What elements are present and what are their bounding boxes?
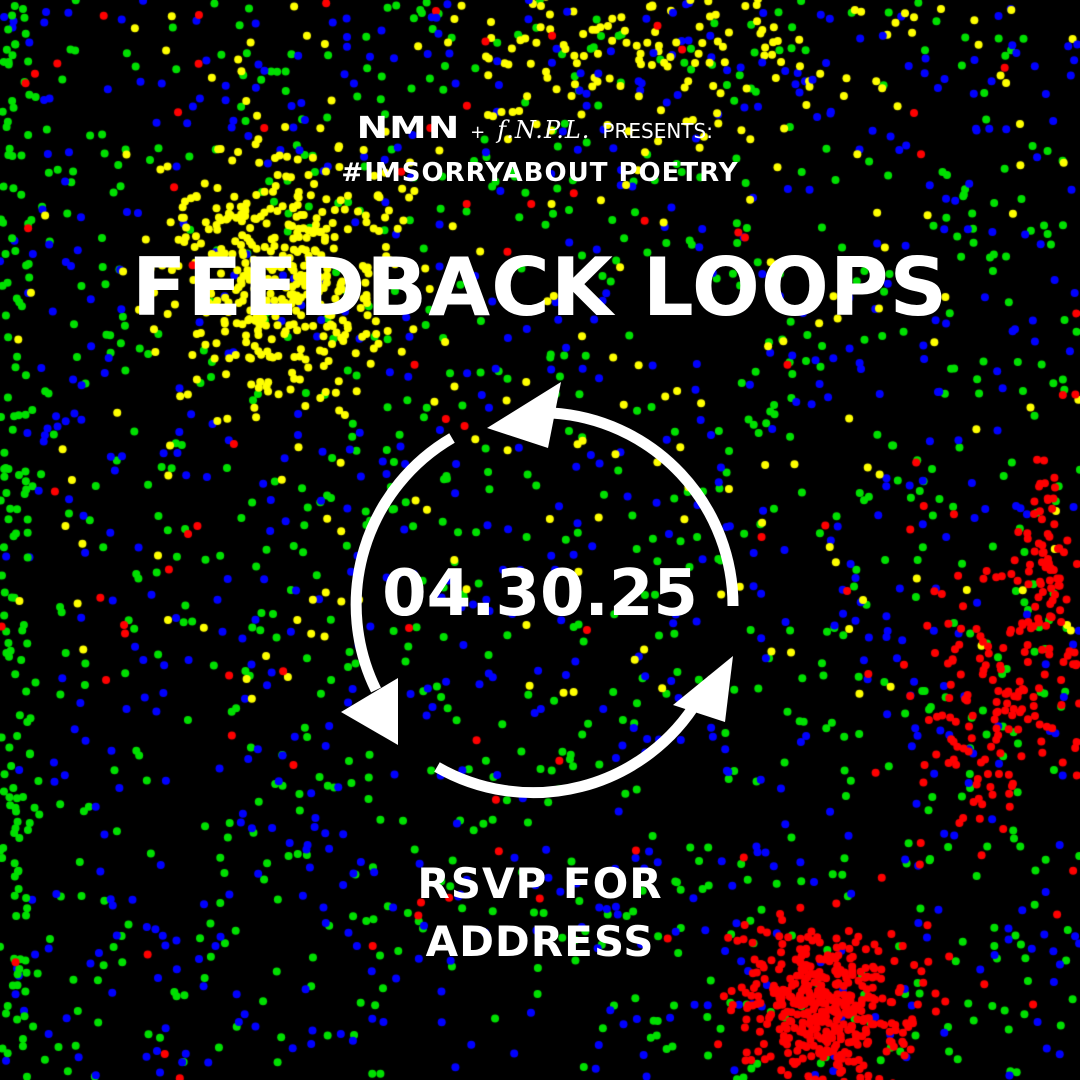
presenters-line: NMN + f.N.P.L. PRESENTS: xyxy=(0,112,1080,146)
event-date: 04.30.25 xyxy=(382,557,698,631)
rsvp-line-2: ADDRESS xyxy=(425,917,655,966)
plus-sign: + xyxy=(470,122,486,143)
series-hashtag: #IMSORRYABOUT POETRY xyxy=(341,158,739,188)
rsvp-line-1: RSVP FOR xyxy=(417,859,663,908)
nmn-logo: NMN xyxy=(356,111,461,146)
presents-label: PRESENTS: xyxy=(602,119,713,143)
fnpl-logo: f.N.P.L. xyxy=(497,116,591,144)
event-title: FEEDBACK LOOPS xyxy=(131,241,949,334)
